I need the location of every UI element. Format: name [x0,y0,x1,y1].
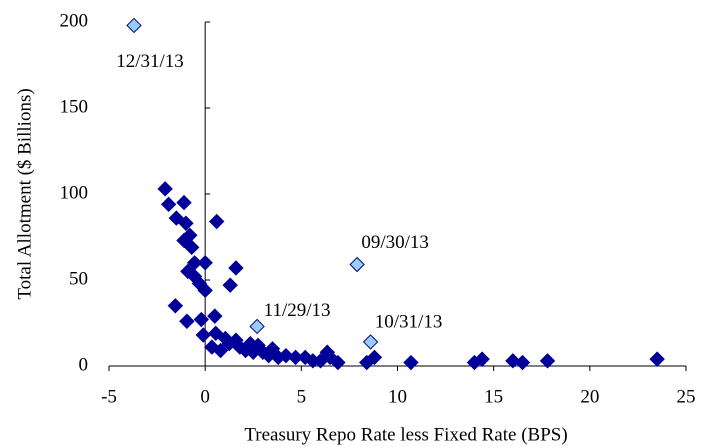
x-tick-label: 20 [580,386,599,407]
x-tick-label: 25 [677,386,696,407]
data-point [179,313,195,329]
point-label: 11/29/13 [264,300,331,321]
data-point [212,342,229,359]
point-label: 12/31/13 [116,51,184,72]
data-point [249,318,265,335]
data-point [649,351,665,367]
point-label: 10/31/13 [375,311,443,332]
data-point [278,347,294,364]
x-tick-label: 5 [297,386,307,407]
data-point [514,354,531,371]
data-point [176,194,192,211]
x-tick-label: 0 [200,386,210,407]
data-point [178,215,194,231]
data-point [126,17,142,34]
data-point [403,354,419,371]
data-point [207,308,223,324]
x-tick-label: 15 [484,386,503,407]
data-point [505,353,521,369]
data-point [474,351,490,367]
data-point [168,210,185,226]
data-point [222,277,238,293]
x-tick-label: -5 [101,386,117,407]
data-point [349,256,365,273]
y-tick-label: 0 [79,354,89,375]
y-tick-label: 100 [60,182,89,203]
data-point [362,334,379,350]
data-point [183,239,200,256]
data-point [180,263,196,280]
y-tick-label: 200 [60,10,89,31]
data-point [157,181,173,197]
data-point [167,298,184,314]
data-point [195,327,211,343]
data-point [330,354,346,371]
data-point [228,260,244,276]
data-point [208,213,225,230]
y-tick-label: 50 [69,268,88,289]
data-point [366,349,383,366]
y-axis-label: Total Allotment ($ Billions) [14,88,35,299]
point-label: 09/30/13 [361,232,429,253]
data-point [193,311,210,328]
data-point [208,325,224,342]
y-tick-label: 150 [60,96,89,117]
data-point [197,255,213,271]
x-tick-label: 10 [388,386,407,407]
data-point [160,196,177,213]
data-point [197,282,213,299]
x-axis-label: Treasury Repo Rate less Fixed Rate (BPS) [244,424,567,445]
data-point [539,353,556,369]
